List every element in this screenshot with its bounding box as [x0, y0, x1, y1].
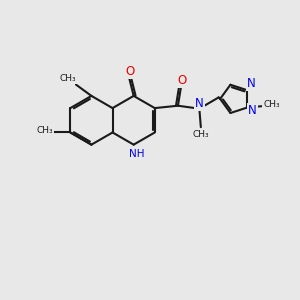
- Text: CH₃: CH₃: [263, 100, 280, 109]
- Text: CH₃: CH₃: [36, 127, 53, 136]
- Text: CH₃: CH₃: [59, 74, 76, 83]
- Text: O: O: [125, 65, 134, 78]
- Text: O: O: [178, 74, 187, 87]
- Text: N: N: [195, 97, 204, 110]
- Text: CH₃: CH₃: [193, 130, 209, 139]
- Text: N: N: [247, 77, 256, 90]
- Text: NH: NH: [129, 148, 144, 159]
- Text: N: N: [248, 104, 257, 117]
